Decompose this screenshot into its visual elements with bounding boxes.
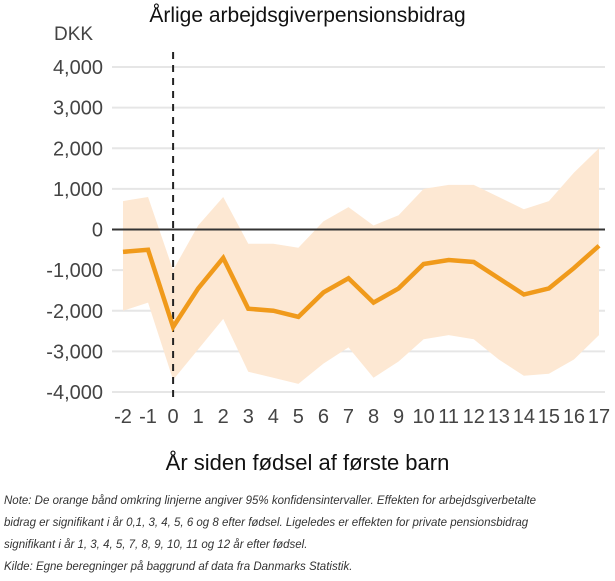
y-tick-label: 0	[92, 220, 103, 242]
source-note: Kilde: Egne beregninger på baggrund af d…	[4, 561, 353, 573]
x-axis-label: År siden fødsel af første barn	[165, 450, 450, 475]
note-line-3: signifikant i år 1, 3, 4, 5, 7, 8, 9, 10…	[4, 539, 308, 551]
x-tick-label: 17	[588, 406, 610, 428]
note-line-2: bidrag er signifikant i år 0,1, 3, 4, 5,…	[4, 517, 529, 529]
x-tick-label: 1	[193, 406, 204, 428]
y-tick-label: -4,000	[46, 382, 103, 404]
x-tick-label: 16	[563, 406, 585, 428]
y-tick-label: 4,000	[53, 57, 103, 79]
y-unit-label: DKK	[54, 24, 94, 45]
x-tick-label: 12	[463, 406, 485, 428]
confidence-band	[123, 148, 599, 384]
x-tick-label: 4	[268, 406, 279, 428]
series-line-group	[122, 244, 601, 333]
y-tick-label: 3,000	[53, 98, 103, 120]
y-tick-labels: 4,000 3,000 2,000 1,000 0 -1,000 -2,000 -3,000 -…	[46, 57, 103, 404]
x-tick-label: -2	[114, 406, 132, 428]
chart-area: 4,000 3,000 2,000 1,000 0 -1,000 -2,000 -3,000 -…	[46, 52, 610, 428]
x-tick-label: 9	[393, 406, 404, 428]
x-tick-label: 0	[168, 406, 179, 428]
x-tick-label: 11	[438, 406, 459, 428]
x-tick-label: 15	[538, 406, 560, 428]
chart-title: Årlige arbejdsgiverpensionsbidrag	[149, 4, 466, 27]
x-tick-label: 6	[318, 406, 329, 428]
x-tick-label: 2	[218, 406, 229, 428]
x-tick-label: 8	[368, 406, 379, 428]
x-tick-label: -1	[139, 406, 157, 428]
y-tick-label: -3,000	[46, 341, 103, 363]
y-tick-label: 1,000	[53, 179, 103, 201]
x-tick-label: 13	[488, 406, 510, 428]
x-tick-label: 5	[293, 406, 304, 428]
x-tick-label: 14	[513, 406, 535, 428]
y-tick-label: -1,000	[46, 260, 103, 282]
x-tick-label: 10	[413, 406, 435, 428]
confidence-band-group	[123, 148, 599, 384]
note-line-1: Note: De orange bånd omkring linjerne an…	[4, 495, 537, 507]
y-tick-label: 2,000	[53, 138, 103, 160]
x-tick-label: 7	[343, 406, 354, 428]
y-tick-label: -2,000	[46, 301, 103, 323]
x-tick-label: 3	[243, 406, 254, 428]
series-line	[122, 244, 601, 333]
x-tick-labels: -2 -1 0 1 2 3 4 5 6 7 8 9 10 11 12 13 14 15 16 17	[114, 406, 610, 428]
